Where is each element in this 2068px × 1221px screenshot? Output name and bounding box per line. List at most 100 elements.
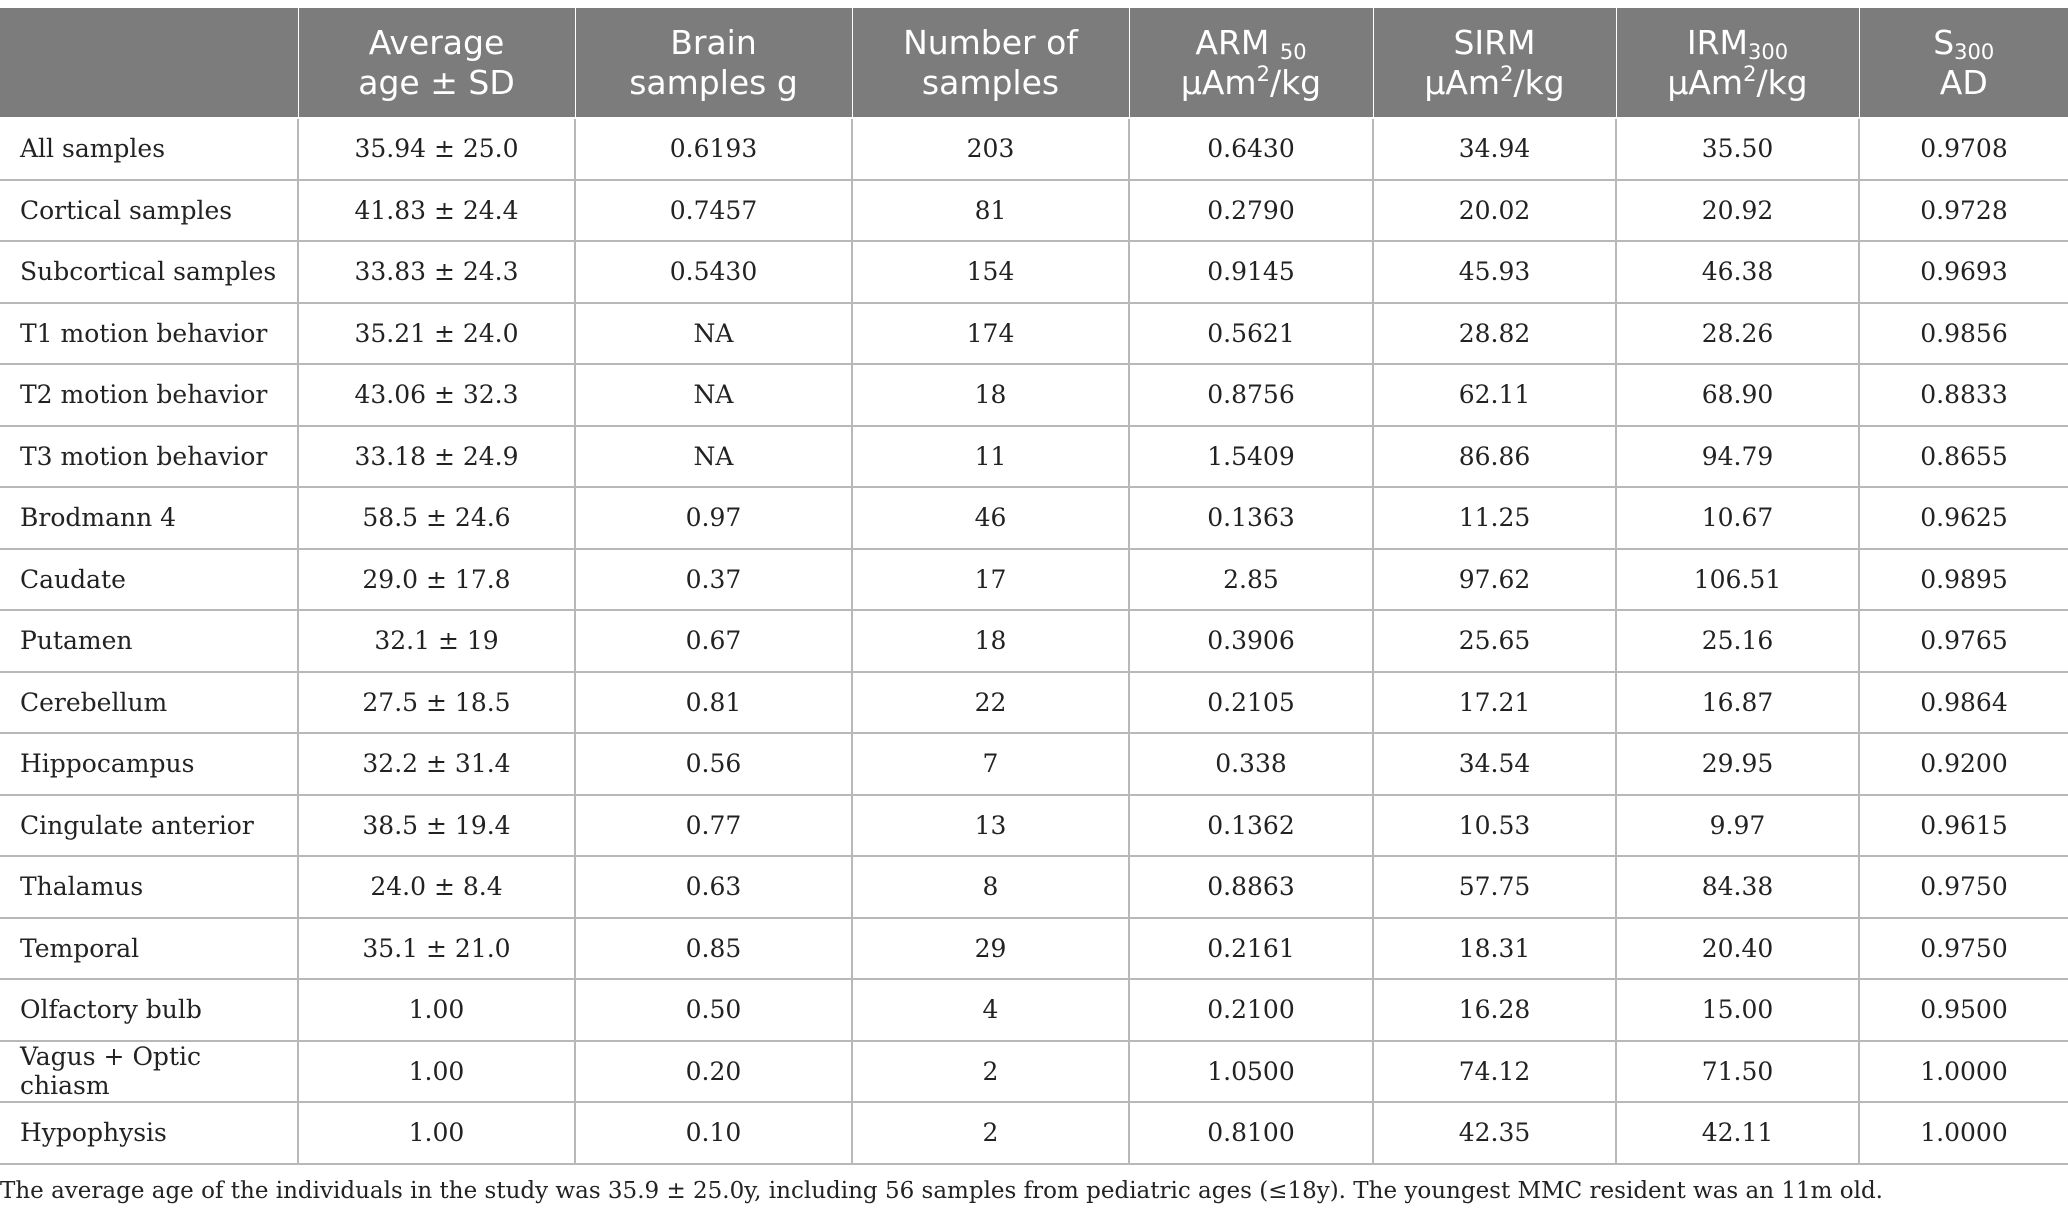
table-cell: 17.21 bbox=[1373, 671, 1617, 734]
table-cell: 0.67 bbox=[575, 610, 853, 673]
table-cell: 0.81 bbox=[575, 671, 853, 734]
table-row: Caudate 29.0 ± 17.8 0.37 17 2.85 97.62 106.51 0… bbox=[0, 548, 2068, 611]
table-cell: 18.31 bbox=[1373, 917, 1617, 980]
header-line: Number of bbox=[903, 22, 1078, 62]
table-cell: 0.63 bbox=[575, 856, 853, 919]
header-line: age ± SD bbox=[358, 62, 515, 102]
table-cell: 81 bbox=[852, 179, 1130, 242]
header-average-age: Average age ± SD bbox=[298, 8, 576, 119]
table-cell: 28.26 bbox=[1616, 302, 1860, 365]
table-cell: 11.25 bbox=[1373, 487, 1617, 550]
table-cell: 0.8655 bbox=[1859, 425, 2068, 488]
row-label-cell: Caudate bbox=[0, 548, 299, 611]
table-row: Temporal 35.1 ± 21.0 0.85 29 0.2161 18.31 20.4… bbox=[0, 917, 2068, 980]
table-row: T3 motion behavior 33.18 ± 24.9 NA 11 1.5409… bbox=[0, 425, 2068, 488]
table-cell: 97.62 bbox=[1373, 548, 1617, 611]
table-cell: 62.11 bbox=[1373, 364, 1617, 427]
table-cell: 1.0500 bbox=[1129, 1040, 1374, 1103]
row-label-cell: Hippocampus bbox=[0, 733, 299, 796]
table-cell: 41.83 ± 24.4 bbox=[298, 179, 576, 242]
header-number-of-samples: Number of samples bbox=[852, 8, 1130, 119]
header-brain-samples: Brain samples g bbox=[575, 8, 853, 119]
row-label-cell: Hypophysis bbox=[0, 1102, 299, 1165]
table-cell: 0.56 bbox=[575, 733, 853, 796]
table-cell: 0.2161 bbox=[1129, 917, 1374, 980]
table-cell: 13 bbox=[852, 794, 1130, 857]
table-cell: 46.38 bbox=[1616, 241, 1860, 304]
header-superscript: 2 bbox=[1743, 61, 1757, 86]
table-row: Olfactory bulb 1.00 0.50 4 0.2100 16.28 15.00 0… bbox=[0, 979, 2068, 1042]
table-row: Cerebellum 27.5 ± 18.5 0.81 22 0.2105 17.21 16… bbox=[0, 671, 2068, 734]
table-cell: 1.5409 bbox=[1129, 425, 1374, 488]
table-cell: 16.87 bbox=[1616, 671, 1860, 734]
header-line: Average bbox=[368, 22, 505, 62]
table-cell: 0.9145 bbox=[1129, 241, 1374, 304]
table-cell: 0.9708 bbox=[1859, 118, 2068, 181]
table-cell: 0.2100 bbox=[1129, 979, 1374, 1042]
table-cell: 68.90 bbox=[1616, 364, 1860, 427]
table-cell: 1.0000 bbox=[1859, 1040, 2068, 1103]
table-cell: 84.38 bbox=[1616, 856, 1860, 919]
table-row: Thalamus 24.0 ± 8.4 0.63 8 0.8863 57.75 84.38 0… bbox=[0, 856, 2068, 919]
row-label-cell: Thalamus bbox=[0, 856, 299, 919]
row-label-cell: All samples bbox=[0, 118, 299, 181]
header-irm300: IRM300 μAm2/kg bbox=[1616, 8, 1860, 119]
header-line: samples bbox=[921, 62, 1060, 102]
data-table-container: Average age ± SD Brain samples g Number … bbox=[0, 8, 2068, 1165]
table-cell: 32.2 ± 31.4 bbox=[298, 733, 576, 796]
table-cell: 42.35 bbox=[1373, 1102, 1617, 1165]
header-line: S bbox=[1933, 22, 1955, 62]
table-cell: 24.0 ± 8.4 bbox=[298, 856, 576, 919]
table-cell: 7 bbox=[852, 733, 1130, 796]
table-cell: 27.5 ± 18.5 bbox=[298, 671, 576, 734]
table-row: Vagus + Optic chiasm 1.00 0.20 2 1.0500 74.12… bbox=[0, 1040, 2068, 1103]
table-cell: NA bbox=[575, 364, 853, 427]
table-cell: 35.21 ± 24.0 bbox=[298, 302, 576, 365]
table-cell: 8 bbox=[852, 856, 1130, 919]
table-cell: 2.85 bbox=[1129, 548, 1374, 611]
table-cell: 10.67 bbox=[1616, 487, 1860, 550]
table-cell: 29.95 bbox=[1616, 733, 1860, 796]
table-cell: 45.93 bbox=[1373, 241, 1617, 304]
header-blank bbox=[0, 8, 299, 119]
header-unit: μAm bbox=[1424, 62, 1501, 102]
table-cell: 0.9750 bbox=[1859, 856, 2068, 919]
row-label-cell: T1 motion behavior bbox=[0, 302, 299, 365]
table-cell: 2 bbox=[852, 1102, 1130, 1165]
table-cell: 0.9625 bbox=[1859, 487, 2068, 550]
header-subscript: 300 bbox=[1748, 39, 1789, 64]
table-cell: 11 bbox=[852, 425, 1130, 488]
table-row: All samples 35.94 ± 25.0 0.6193 203 0.6430 34… bbox=[0, 118, 2068, 181]
table-cell: 29.0 ± 17.8 bbox=[298, 548, 576, 611]
table-cell: 0.1362 bbox=[1129, 794, 1374, 857]
table-cell: 25.16 bbox=[1616, 610, 1860, 673]
table-cell: 0.7457 bbox=[575, 179, 853, 242]
row-label-cell: Cortical samples bbox=[0, 179, 299, 242]
table-cell: 57.75 bbox=[1373, 856, 1617, 919]
table-cell: 0.85 bbox=[575, 917, 853, 980]
table-cell: 86.86 bbox=[1373, 425, 1617, 488]
table-cell: 174 bbox=[852, 302, 1130, 365]
table-cell: 46 bbox=[852, 487, 1130, 550]
table-cell: 1.00 bbox=[298, 979, 576, 1042]
table-cell: 0.9765 bbox=[1859, 610, 2068, 673]
table-cell: 10.53 bbox=[1373, 794, 1617, 857]
table-cell: 20.92 bbox=[1616, 179, 1860, 242]
table-cell: 0.6193 bbox=[575, 118, 853, 181]
table-cell: 33.18 ± 24.9 bbox=[298, 425, 576, 488]
table-cell: 203 bbox=[852, 118, 1130, 181]
table-cell: 0.1363 bbox=[1129, 487, 1374, 550]
table-row: T2 motion behavior 43.06 ± 32.3 NA 18 0.8756… bbox=[0, 364, 2068, 427]
header-unit: /kg bbox=[1269, 62, 1322, 102]
table-row: Putamen 32.1 ± 19 0.67 18 0.3906 25.65 25.16 0.… bbox=[0, 610, 2068, 673]
table-cell: 16.28 bbox=[1373, 979, 1617, 1042]
header-line: samples g bbox=[629, 62, 798, 102]
table-cell: 0.37 bbox=[575, 548, 853, 611]
table-cell: 34.54 bbox=[1373, 733, 1617, 796]
header-superscript: 2 bbox=[1256, 61, 1270, 86]
table-cell: 1.00 bbox=[298, 1102, 576, 1165]
table-cell: 4 bbox=[852, 979, 1130, 1042]
table-row: Subcortical samples 33.83 ± 24.3 0.5430 154… bbox=[0, 241, 2068, 304]
table-cell: 0.9693 bbox=[1859, 241, 2068, 304]
table-cell: 0.9500 bbox=[1859, 979, 2068, 1042]
